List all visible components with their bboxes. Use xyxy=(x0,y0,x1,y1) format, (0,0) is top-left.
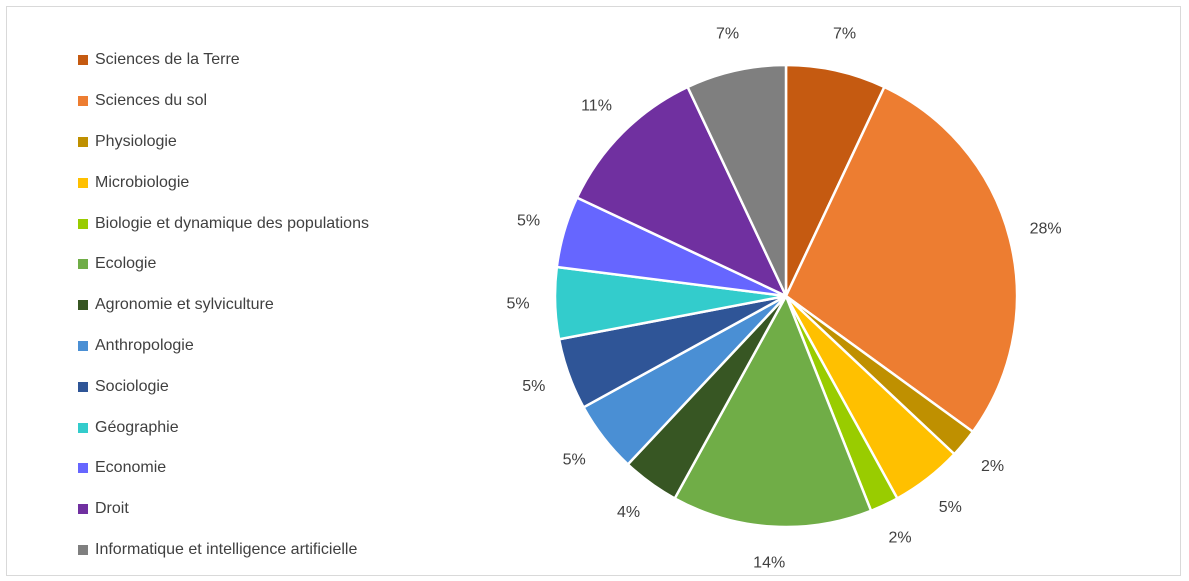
legend-swatch xyxy=(78,177,88,188)
legend-label: Sociologie xyxy=(95,377,169,395)
slice-value-label: 7% xyxy=(833,26,856,43)
legend-label: Ecologie xyxy=(95,255,157,273)
legend-item: Sociologie xyxy=(78,366,369,407)
pie-slice xyxy=(685,63,788,297)
pie-slice xyxy=(784,85,1019,434)
legend-item: Microbiologie xyxy=(78,162,369,203)
legend-item: Agronomie et sylviculture xyxy=(78,285,369,326)
legend-item: Anthropologie xyxy=(78,326,369,367)
legend-label: Anthropologie xyxy=(95,336,194,354)
pie-slice xyxy=(784,63,887,297)
legend-label: Informatique et intelligence artificiell… xyxy=(95,540,358,558)
legend-item: Droit xyxy=(78,489,369,530)
legend-item: Economie xyxy=(78,448,369,489)
legend-label: Droit xyxy=(95,500,129,518)
pie-slice xyxy=(575,85,789,299)
legend-item: Informatique et intelligence artificiell… xyxy=(78,530,369,571)
legend-label: Sciences de la Terre xyxy=(95,51,240,69)
legend-label: Microbiologie xyxy=(95,173,190,191)
slice-value-label: 2% xyxy=(981,458,1004,475)
legend-item: Sciences de la Terre xyxy=(78,40,369,81)
slice-value-label: 5% xyxy=(517,212,540,229)
legend-swatch xyxy=(78,544,88,555)
legend-item: Géographie xyxy=(78,407,369,448)
legend-label: Agronomie et sylviculture xyxy=(95,296,274,314)
slice-value-label: 4% xyxy=(617,504,640,521)
slice-value-label: 2% xyxy=(889,530,912,547)
legend-swatch xyxy=(78,136,88,147)
legend-item: Sciences du sol xyxy=(78,81,369,122)
legend-swatch xyxy=(78,300,88,311)
legend-swatch xyxy=(78,381,88,392)
chart-legend: Sciences de la Terre Sciences du sol Physi… xyxy=(78,40,369,570)
slice-value-label: 28% xyxy=(1030,221,1062,238)
legend-item: Ecologie xyxy=(78,244,369,285)
legend-item: Biologie et dynamique des populations xyxy=(78,203,369,244)
pie-slices xyxy=(553,63,1019,529)
slice-value-label: 5% xyxy=(507,296,530,313)
slice-value-label: 5% xyxy=(563,452,586,469)
slice-value-label: 5% xyxy=(522,378,545,395)
legend-item: Physiologie xyxy=(78,122,369,163)
legend-label: Economie xyxy=(95,459,167,477)
pie-slice xyxy=(673,293,873,529)
legend-swatch xyxy=(78,422,88,433)
legend-swatch xyxy=(78,218,88,229)
legend-swatch xyxy=(78,463,88,474)
legend-label: Physiologie xyxy=(95,132,177,150)
slice-value-label: 11% xyxy=(581,98,612,115)
legend-swatch xyxy=(78,340,88,351)
slice-value-label: 14% xyxy=(753,555,785,572)
legend-swatch xyxy=(78,96,88,107)
legend-swatch xyxy=(78,55,88,66)
legend-swatch xyxy=(78,259,88,270)
legend-label: Géographie xyxy=(95,418,179,436)
slice-value-label: 7% xyxy=(716,26,739,43)
slice-value-label: 5% xyxy=(939,499,962,516)
legend-label: Biologie et dynamique des populations xyxy=(95,214,369,232)
legend-swatch xyxy=(78,504,88,515)
pie-value-labels: 7% 28% 2% 5% 2% 14% 4% 5% 5% 5% 5% 11% 7% xyxy=(507,26,1062,572)
legend-label: Sciences du sol xyxy=(95,92,208,110)
